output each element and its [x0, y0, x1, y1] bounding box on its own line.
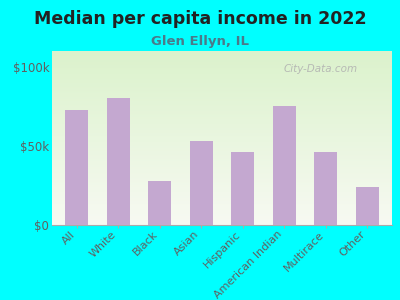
Bar: [273, 106, 296, 225]
Bar: [314, 152, 337, 225]
Text: Median per capita income in 2022: Median per capita income in 2022: [34, 11, 366, 28]
Bar: [107, 98, 130, 225]
Text: City-Data.com: City-Data.com: [283, 64, 357, 74]
Bar: [356, 187, 378, 225]
Text: Glen Ellyn, IL: Glen Ellyn, IL: [151, 34, 249, 47]
Bar: [231, 152, 254, 225]
Bar: [66, 110, 88, 225]
Bar: [148, 181, 171, 225]
Bar: [190, 141, 213, 225]
